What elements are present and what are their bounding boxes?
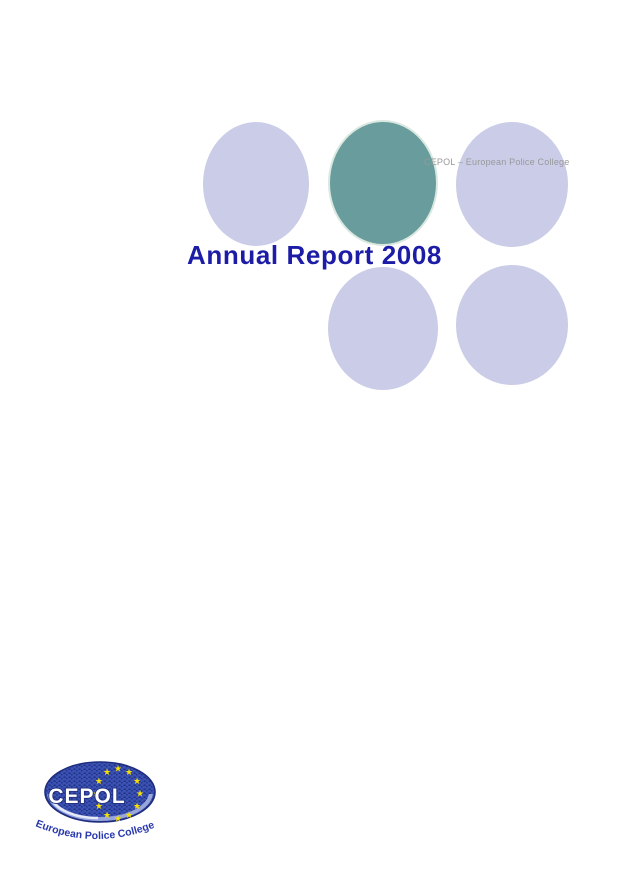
decorative-circle-middle-right xyxy=(456,265,568,385)
eu-star-icon: ★ xyxy=(125,811,133,821)
decorative-circle-middle xyxy=(328,267,438,390)
logo-acronym: CEPOL xyxy=(48,785,125,808)
eu-star-icon: ★ xyxy=(125,768,133,778)
cepol-logo-graphic: ★ ★ ★ ★ ★ ★ ★ ★ ★ ★ ★ ★ CEPOL European P… xyxy=(34,761,156,842)
eu-star-icon: ★ xyxy=(133,802,141,812)
globe-graphic xyxy=(44,761,156,823)
eu-star-icon: ★ xyxy=(114,815,122,825)
eu-star-icon: ★ xyxy=(103,768,111,778)
decorative-circle-top-right xyxy=(456,122,568,247)
report-title: Annual Report 2008 xyxy=(187,240,442,270)
eu-stars-ring: ★ ★ ★ ★ ★ ★ ★ ★ ★ ★ ★ ★ xyxy=(92,765,144,825)
decorative-circle-top-middle-teal xyxy=(328,120,438,246)
eu-star-icon: ★ xyxy=(133,777,141,787)
header-org-label: CEPOL – European Police College xyxy=(424,157,570,167)
eu-star-icon: ★ xyxy=(92,790,100,800)
eu-star-icon: ★ xyxy=(95,777,103,787)
cepol-logo: ★ ★ ★ ★ ★ ★ ★ ★ ★ ★ ★ ★ CEPOL European P… xyxy=(33,760,167,848)
eu-star-icon: ★ xyxy=(114,765,122,775)
eu-star-icon: ★ xyxy=(95,802,103,812)
decorative-circle-top-left xyxy=(203,122,309,246)
eu-star-icon: ★ xyxy=(136,790,144,800)
eu-star-icon: ★ xyxy=(103,811,111,821)
